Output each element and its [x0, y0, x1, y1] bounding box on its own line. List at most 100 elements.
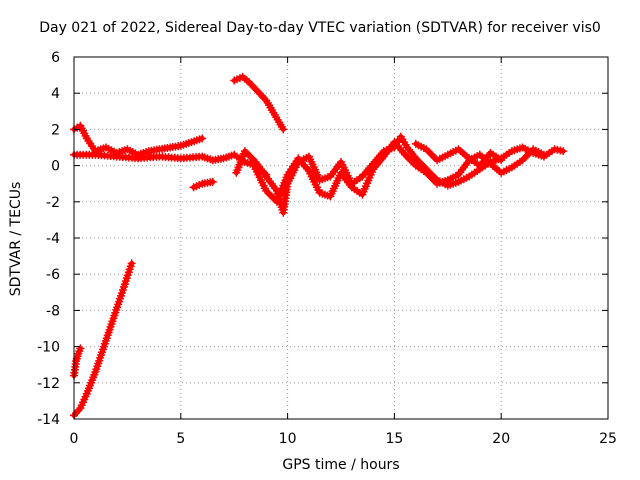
data-point-markers	[270, 110, 286, 131]
data-point-markers	[238, 72, 251, 85]
data-point-markers	[272, 173, 291, 206]
series-arc-2	[70, 344, 85, 380]
x-tick-label: 20	[492, 431, 510, 447]
data-point-markers	[396, 132, 410, 149]
x-tick-label: 10	[279, 431, 297, 447]
data-point-markers	[443, 178, 460, 190]
data-point-markers	[176, 139, 193, 150]
data-point-markers	[518, 147, 536, 165]
data-point	[279, 125, 288, 134]
grid-lines	[74, 57, 608, 419]
data-point-markers	[550, 145, 565, 155]
series-arc-1	[70, 259, 136, 420]
data-point-markers	[123, 145, 140, 158]
y-tick-label: -2	[46, 195, 60, 211]
data-point-markers	[347, 183, 364, 197]
chart-title: Day 021 of 2022, Sidereal Day-to-day VTE…	[39, 20, 601, 36]
series-arc-3	[70, 121, 207, 159]
data-point-markers	[475, 151, 493, 170]
data-point-markers	[240, 147, 258, 164]
data-point-markers	[251, 165, 269, 193]
series-arc-9	[411, 139, 506, 170]
data-point-markers	[465, 167, 482, 181]
data-point-markers	[529, 145, 546, 158]
data-point-markers	[465, 154, 482, 168]
y-tick-label: 0	[51, 159, 60, 175]
data-point-markers	[198, 152, 215, 164]
data-point	[497, 156, 506, 165]
data-point-markers	[230, 74, 244, 85]
data-point-markers	[82, 134, 98, 153]
data-point-markers	[251, 158, 269, 178]
series-arc-4	[70, 150, 271, 179]
x-tick-label: 15	[385, 431, 403, 447]
data-point-markers	[82, 370, 99, 398]
data-point-markers	[189, 180, 204, 192]
y-tick-label: 2	[51, 122, 60, 138]
data-point	[539, 150, 548, 159]
data-point-markers	[358, 168, 376, 199]
data-point	[127, 259, 136, 268]
data-point-markers	[497, 164, 514, 177]
data-point-markers	[315, 188, 332, 200]
y-tick-label: -4	[46, 231, 60, 247]
data-point-markers	[240, 158, 257, 169]
data-point-markers	[422, 145, 439, 162]
y-tick-label: -8	[46, 303, 60, 319]
data-point-markers	[369, 149, 386, 168]
y-tick-label: 4	[51, 86, 60, 102]
y-tick-label: -6	[46, 267, 60, 283]
data-point-markers	[219, 151, 236, 163]
data-point-markers	[99, 320, 116, 351]
data-point-markers	[74, 347, 84, 358]
x-axis-label: GPS time / hours	[282, 457, 400, 473]
data-point-markers	[176, 152, 204, 163]
data-point-markers	[507, 158, 524, 172]
series-arc-6	[189, 177, 217, 192]
data-point-markers	[411, 161, 428, 175]
data-point	[76, 344, 85, 353]
data-point-markers	[76, 121, 90, 140]
data-point-markers	[305, 167, 323, 194]
data-point-markers	[422, 168, 439, 186]
data-point-markers	[403, 143, 419, 161]
data-point-markers	[253, 87, 269, 103]
data-point-markers	[401, 150, 418, 168]
data-point-markers	[369, 154, 386, 174]
data-point-markers	[443, 172, 460, 185]
data-point-markers	[454, 158, 472, 179]
y-axis-label: SDTVAR / TECUs	[8, 181, 24, 297]
data-point-markers	[315, 173, 332, 185]
data-point-markers	[507, 144, 524, 156]
x-tick-label: 25	[599, 431, 617, 447]
data-point-markers	[443, 146, 460, 159]
data-point-markers	[108, 294, 124, 326]
data-point-markers	[411, 139, 428, 152]
data-point-markers	[390, 138, 408, 157]
data-point-markers	[454, 173, 471, 186]
data-point-markers	[262, 172, 280, 193]
data-point-markers	[433, 152, 450, 165]
series-arc-8	[251, 138, 548, 206]
data-point-markers	[337, 168, 354, 189]
data-point	[559, 147, 568, 156]
data-point-markers	[433, 177, 450, 188]
data-point-markers	[187, 135, 204, 147]
y-tick-label: -14	[37, 412, 60, 428]
series-layer	[70, 72, 568, 420]
y-tick-label: 6	[51, 50, 60, 66]
data-point-markers	[279, 182, 292, 217]
data-point-markers	[102, 143, 118, 156]
x-tick-label: 5	[176, 431, 185, 447]
y-tick-label: -12	[37, 376, 60, 392]
data-point-markers	[117, 262, 135, 300]
data-point-markers	[486, 148, 503, 163]
data-point-markers	[72, 352, 82, 366]
data-point-markers	[245, 78, 260, 94]
data-point-markers	[454, 145, 471, 161]
data-point-markers	[76, 392, 90, 413]
y-tick-label: -10	[37, 340, 60, 356]
data-point	[198, 134, 207, 143]
